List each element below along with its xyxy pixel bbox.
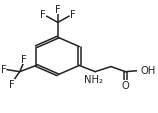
Text: NH₂: NH₂ bbox=[84, 74, 103, 84]
Text: F: F bbox=[9, 79, 15, 89]
Text: OH: OH bbox=[141, 66, 156, 76]
Text: O: O bbox=[121, 80, 129, 90]
Text: F: F bbox=[40, 10, 46, 20]
Text: F: F bbox=[21, 54, 27, 64]
Text: F: F bbox=[70, 10, 75, 20]
Text: F: F bbox=[0, 64, 6, 74]
Text: F: F bbox=[55, 5, 61, 15]
